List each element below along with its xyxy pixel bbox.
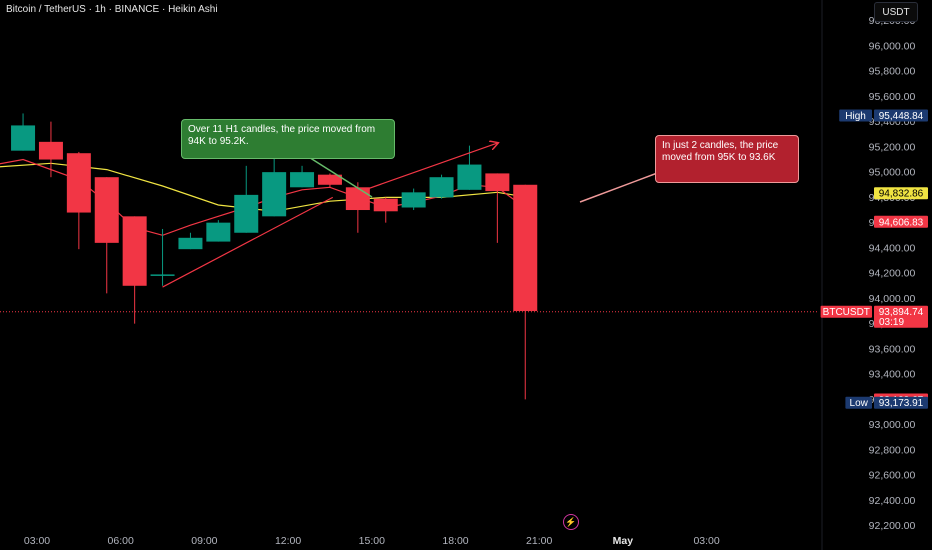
price-label [874,187,928,200]
price-label-value: 94,606.83 [879,217,924,228]
candle-body [94,177,119,243]
y-tick-label: 93,000.00 [869,419,916,431]
y-tick-label: 94,400.00 [869,242,916,254]
price-tag [820,305,872,318]
candle-body [429,177,454,198]
y-tick-label: 92,400.00 [869,495,916,507]
y-tick-label: 92,200.00 [869,520,916,532]
y-tick-label: 92,800.00 [869,444,916,456]
y-tick-label: 94,000.00 [869,293,916,305]
red-note-pointer [579,171,661,203]
candle [11,113,36,151]
currency-button[interactable]: USDT [874,2,918,22]
price-label-value: 94,832.86 [879,189,924,200]
candle-body [485,173,510,192]
candle-body [122,216,147,286]
flash-icon[interactable]: ⚡ [563,514,579,530]
annotation-red-note[interactable]: In just 2 candles, the price moved from … [655,135,799,183]
candle-body [38,141,63,160]
candle [122,216,147,324]
y-tick-label: 95,200.00 [869,141,916,153]
y-tick-label: 95,000.00 [869,167,916,179]
candle-body [373,198,398,212]
candle [94,177,119,294]
candle-body [206,222,231,242]
price-label-value: 93,173.91 [879,398,924,409]
y-tick-label: 93,600.00 [869,343,916,355]
x-tick-label: 09:00 [191,535,217,547]
candle-body [178,237,203,250]
y-tick-label: 95,400.00 [869,116,916,128]
trendline [162,196,334,288]
candle [150,228,175,286]
candle-body [290,172,315,188]
candle [345,182,370,233]
y-tick-label: 92,600.00 [869,470,916,482]
candle-body [317,174,342,185]
trendline [357,143,498,193]
price-label-timer: 03:19 [879,317,904,328]
y-tick-label: 95,600.00 [869,91,916,103]
candle [317,173,342,188]
candle [178,232,203,250]
price-label [874,215,928,228]
price-tag-label: High [845,111,866,122]
candle-body [11,125,36,151]
candle [401,188,426,211]
candle [262,149,287,217]
candle-body [66,153,91,213]
candle-body [234,194,259,233]
x-tick-label: 18:00 [442,535,468,547]
candle [290,165,315,188]
price-label-value: 93,894.74 [879,307,924,318]
price-label [874,109,928,122]
candle-body [345,187,370,211]
y-tick-label: 93,400.00 [869,369,916,381]
candle-body [401,192,426,208]
candle [429,174,454,199]
chart-title: Bitcoin / TetherUS · 1h · BINANCE · Heik… [6,4,218,15]
price-tag-label: Low [850,398,869,409]
x-tick-label: 15:00 [359,535,385,547]
candle-body [457,164,482,190]
price-label [874,396,928,409]
candle-body [513,184,538,312]
candle [373,197,398,223]
x-tick-label: 21:00 [526,535,552,547]
candle [513,184,538,400]
candle [206,220,231,242]
x-tick-label: 12:00 [275,535,301,547]
price-label [874,305,928,328]
annotation-green-note[interactable]: Over 11 H1 candles, the price moved from… [181,119,395,159]
candle-body [150,274,175,276]
price-label-value: 95,448.84 [879,111,924,122]
y-tick-label: 94,200.00 [869,268,916,280]
candle [66,151,91,250]
price-tag [839,109,872,122]
candle [38,121,63,178]
x-tick-label: 03:00 [24,535,50,547]
y-tick-label: 95,800.00 [869,66,916,78]
price-tag [845,396,872,409]
candle [234,165,259,233]
x-tick-label: May [613,535,634,547]
candle [485,173,510,243]
price-tag-label: BTCUSDT [823,307,870,318]
x-tick-label: 03:00 [693,535,719,547]
candle-body [262,172,287,217]
x-tick-label: 06:00 [108,535,134,547]
candle [457,145,482,190]
y-tick-label: 96,000.00 [869,40,916,52]
